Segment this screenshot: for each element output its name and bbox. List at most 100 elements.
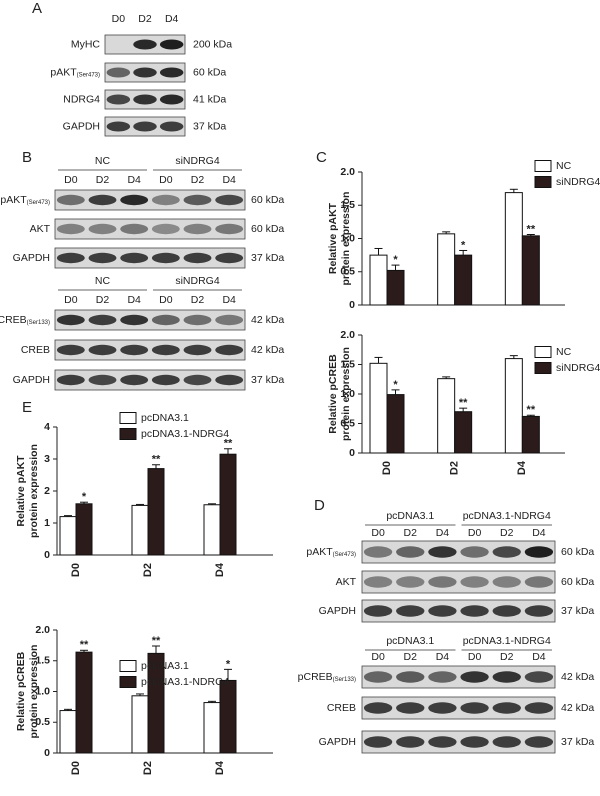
lane-label: D4 [127, 174, 141, 186]
lane-label: D2 [96, 174, 110, 186]
blot-band [363, 546, 393, 558]
legend-label: pcDNA3.1-NDRG4 [141, 428, 229, 440]
row-label: GAPDH [63, 120, 100, 132]
size-label: 60 kDa [561, 576, 594, 588]
blot-band [215, 374, 244, 386]
blot-band [492, 605, 521, 617]
blot-band [492, 702, 521, 714]
blot-band [56, 314, 85, 326]
bar [521, 235, 540, 306]
lane-label: D4 [165, 13, 179, 25]
blot-band [56, 223, 85, 235]
y-axis-label: Relative pAKT [327, 202, 339, 274]
blot-band [120, 223, 149, 235]
row-label: AKT [336, 576, 357, 588]
y-tick-label: 1.5 [340, 199, 355, 211]
blot-band [524, 702, 554, 714]
size-label: 37 kDa [561, 736, 594, 748]
y-tick-label: 1.5 [35, 655, 50, 667]
blot-band [215, 194, 244, 206]
row-label-name: pAKT [50, 66, 77, 78]
group-label: NC [95, 155, 111, 167]
group-label: pcDNA3.1 [386, 635, 434, 647]
panel-letter: B [22, 149, 32, 166]
x-tick-label: D2 [449, 461, 461, 475]
blot-band [396, 605, 425, 617]
blot-band [460, 702, 489, 714]
blot-band [460, 671, 489, 683]
y-axis-label: protein expression [340, 347, 352, 441]
significance: * [393, 379, 398, 391]
y-tick-label: 0 [44, 747, 50, 759]
row-label: GAPDH [13, 252, 50, 264]
row-label: CREB [21, 344, 50, 356]
legend-swatch [534, 346, 552, 358]
bar [386, 269, 405, 306]
group-label: siNDRG4 [175, 155, 219, 167]
significance: * [82, 491, 87, 503]
row-label: pAKT(Ser473) [306, 546, 356, 558]
lane-label: D4 [532, 527, 546, 539]
blot-band [396, 576, 425, 588]
y-tick-label: 4 [44, 421, 50, 433]
blot-band [215, 314, 244, 326]
blot-band [183, 252, 212, 264]
blot-band [120, 314, 149, 326]
blot-band [460, 546, 489, 558]
blot-band [159, 94, 184, 105]
y-tick-label: 0 [349, 447, 355, 459]
y-tick-label: 1 [44, 517, 50, 529]
blot-band [151, 344, 180, 356]
bar [203, 702, 221, 754]
blot-band [106, 94, 131, 105]
blot-band [428, 702, 457, 714]
error-bar [442, 376, 451, 379]
blot-band [56, 374, 85, 386]
row-label-name: NDRG4 [63, 93, 100, 105]
row-label-sub: (Ser473) [77, 72, 100, 78]
blot-band [524, 576, 554, 588]
bar [59, 710, 77, 754]
legend-swatch [119, 428, 137, 440]
bar [203, 504, 221, 556]
x-tick-label: D2 [142, 563, 154, 577]
row-label-name: CREB [327, 702, 356, 714]
blot-band [396, 671, 425, 683]
blot-band [183, 194, 212, 206]
blot-band [133, 121, 157, 132]
blot-band [183, 344, 212, 356]
blot-band [524, 546, 554, 558]
bar [454, 411, 473, 454]
bar [131, 695, 149, 754]
blot-band [215, 344, 244, 356]
blot-band [492, 546, 521, 558]
row-label-name: pAKT [306, 546, 333, 558]
blot-band [133, 67, 157, 78]
blot-band [88, 344, 117, 356]
error-bar [459, 407, 468, 412]
legend-swatch [119, 660, 137, 672]
size-label: 37 kDa [251, 252, 284, 264]
lane-label: D2 [500, 527, 514, 539]
row-label-sub: (Ser133) [333, 677, 356, 683]
row-label-sub: (Ser473) [27, 200, 50, 206]
blot-band [106, 67, 131, 78]
row-label-name: CREB [21, 344, 50, 356]
legend-label: pcDNA3.1 [141, 660, 189, 672]
blot-band [151, 252, 180, 264]
size-label: 41 kDa [193, 93, 226, 105]
row-label: GAPDH [319, 736, 356, 748]
lane-label: D2 [191, 294, 205, 306]
y-tick-label: 1.0 [340, 232, 355, 244]
size-label: 37 kDa [251, 374, 284, 386]
group-label: siNDRG4 [175, 275, 219, 287]
blot-band [106, 121, 131, 132]
y-tick-label: 1.0 [35, 685, 50, 697]
size-label: 60 kDa [251, 223, 284, 235]
error-bar [374, 247, 383, 256]
blot-band [363, 605, 393, 617]
blot-band [183, 314, 212, 326]
group-label: pcDNA3.1 [386, 510, 434, 522]
lane-label: D0 [371, 651, 385, 663]
significance: * [393, 254, 398, 266]
